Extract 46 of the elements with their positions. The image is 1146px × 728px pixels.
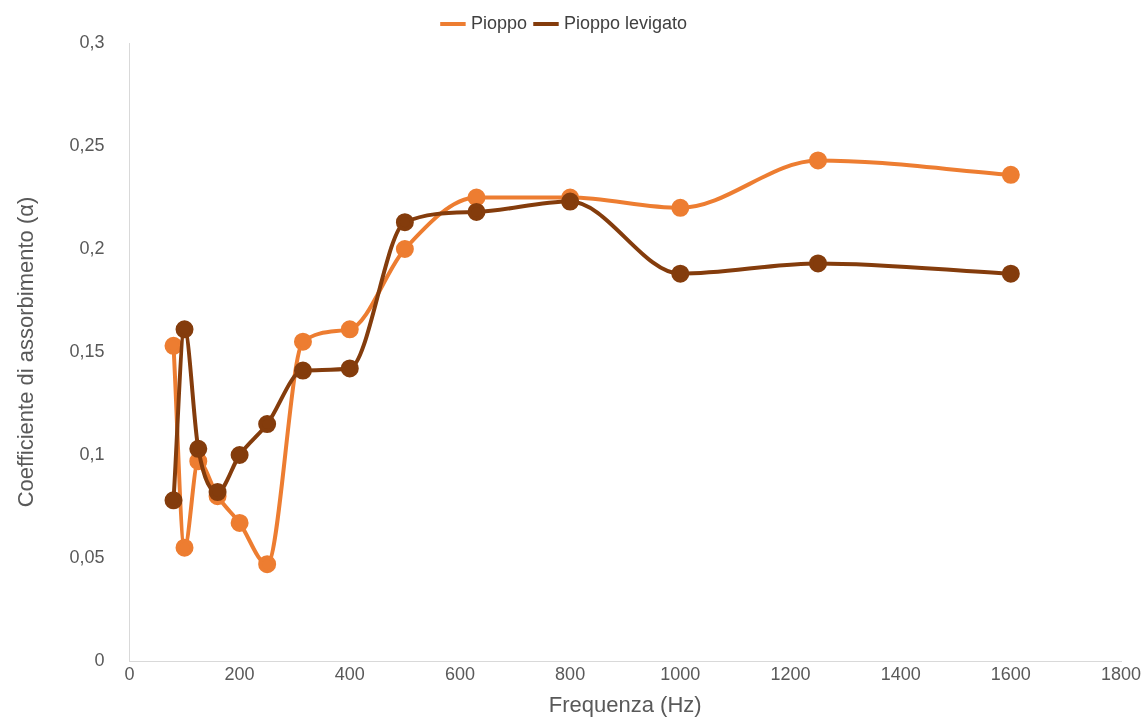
legend-label: Pioppo [470,12,527,33]
point [175,320,194,339]
point [258,415,277,434]
point [340,320,359,339]
y-tick-label: 0,05 [69,546,105,567]
point [230,513,249,532]
x-tick-label: 1400 [880,663,921,684]
point [809,254,828,273]
x-axis-title: Frequenza (Hz) [548,691,702,717]
point [1001,165,1020,184]
y-tick-label: 0,15 [69,340,105,361]
point [561,192,580,211]
point [293,332,312,351]
point [164,336,183,355]
y-tick-label: 0,1 [79,443,105,464]
point [164,491,183,510]
y-tick-label: 0,25 [69,134,105,155]
point [208,483,227,502]
y-tick-label: 0,3 [79,31,105,52]
x-tick-label: 600 [444,663,475,684]
x-tick-label: 1000 [660,663,701,684]
point [671,198,690,217]
point [230,446,249,464]
legend-label: Pioppo levigato [563,12,688,33]
point [258,555,277,574]
x-tick-label: 400 [334,663,365,684]
point [175,538,194,557]
y-tick-label: 0 [94,649,105,670]
x-tick-label: 1200 [770,663,811,684]
x-tick-label: 200 [224,663,255,684]
point [340,359,359,378]
point [1001,264,1020,283]
y-tick-label: 0,2 [79,237,105,258]
y-axis-title: Coefficiente di assorbimento (α) [13,196,39,508]
x-tick-label: 1800 [1100,663,1142,684]
point [395,240,414,258]
point [467,202,486,221]
x-tick-label: 800 [555,663,586,684]
point [467,188,486,207]
point [293,361,312,380]
x-tick-label: 0 [124,663,135,684]
x-tick-label: 1600 [990,663,1031,684]
point [671,264,690,283]
point [395,213,414,232]
point [189,439,208,458]
point [809,151,828,170]
